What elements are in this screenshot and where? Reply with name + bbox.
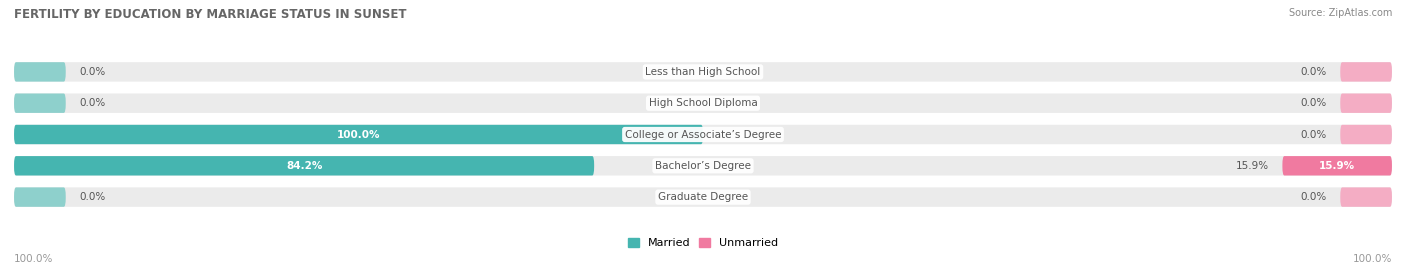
FancyBboxPatch shape bbox=[1340, 125, 1392, 144]
Text: 0.0%: 0.0% bbox=[1301, 192, 1326, 202]
Text: Source: ZipAtlas.com: Source: ZipAtlas.com bbox=[1288, 8, 1392, 18]
Text: 100.0%: 100.0% bbox=[14, 254, 53, 264]
Text: 84.2%: 84.2% bbox=[285, 161, 322, 171]
FancyBboxPatch shape bbox=[1282, 156, 1392, 175]
FancyBboxPatch shape bbox=[1340, 94, 1392, 113]
FancyBboxPatch shape bbox=[14, 94, 1392, 113]
FancyBboxPatch shape bbox=[14, 187, 66, 207]
FancyBboxPatch shape bbox=[14, 156, 595, 175]
Text: Less than High School: Less than High School bbox=[645, 67, 761, 77]
Text: 0.0%: 0.0% bbox=[80, 67, 105, 77]
Text: 15.9%: 15.9% bbox=[1236, 161, 1268, 171]
FancyBboxPatch shape bbox=[14, 156, 1392, 175]
Legend: Married, Unmarried: Married, Unmarried bbox=[623, 234, 783, 253]
Text: 100.0%: 100.0% bbox=[1353, 254, 1392, 264]
Text: 0.0%: 0.0% bbox=[80, 98, 105, 108]
FancyBboxPatch shape bbox=[14, 125, 703, 144]
Text: Bachelor’s Degree: Bachelor’s Degree bbox=[655, 161, 751, 171]
FancyBboxPatch shape bbox=[14, 187, 1392, 207]
Text: 0.0%: 0.0% bbox=[1301, 67, 1326, 77]
Text: 100.0%: 100.0% bbox=[337, 129, 380, 140]
FancyBboxPatch shape bbox=[1340, 62, 1392, 82]
FancyBboxPatch shape bbox=[14, 94, 66, 113]
FancyBboxPatch shape bbox=[14, 62, 1392, 82]
Text: Graduate Degree: Graduate Degree bbox=[658, 192, 748, 202]
Text: High School Diploma: High School Diploma bbox=[648, 98, 758, 108]
Text: College or Associate’s Degree: College or Associate’s Degree bbox=[624, 129, 782, 140]
Text: 0.0%: 0.0% bbox=[1301, 98, 1326, 108]
FancyBboxPatch shape bbox=[1340, 187, 1392, 207]
Text: 0.0%: 0.0% bbox=[1301, 129, 1326, 140]
Text: 0.0%: 0.0% bbox=[80, 192, 105, 202]
FancyBboxPatch shape bbox=[14, 62, 66, 82]
FancyBboxPatch shape bbox=[14, 125, 1392, 144]
Text: FERTILITY BY EDUCATION BY MARRIAGE STATUS IN SUNSET: FERTILITY BY EDUCATION BY MARRIAGE STATU… bbox=[14, 8, 406, 21]
Text: 15.9%: 15.9% bbox=[1319, 161, 1355, 171]
